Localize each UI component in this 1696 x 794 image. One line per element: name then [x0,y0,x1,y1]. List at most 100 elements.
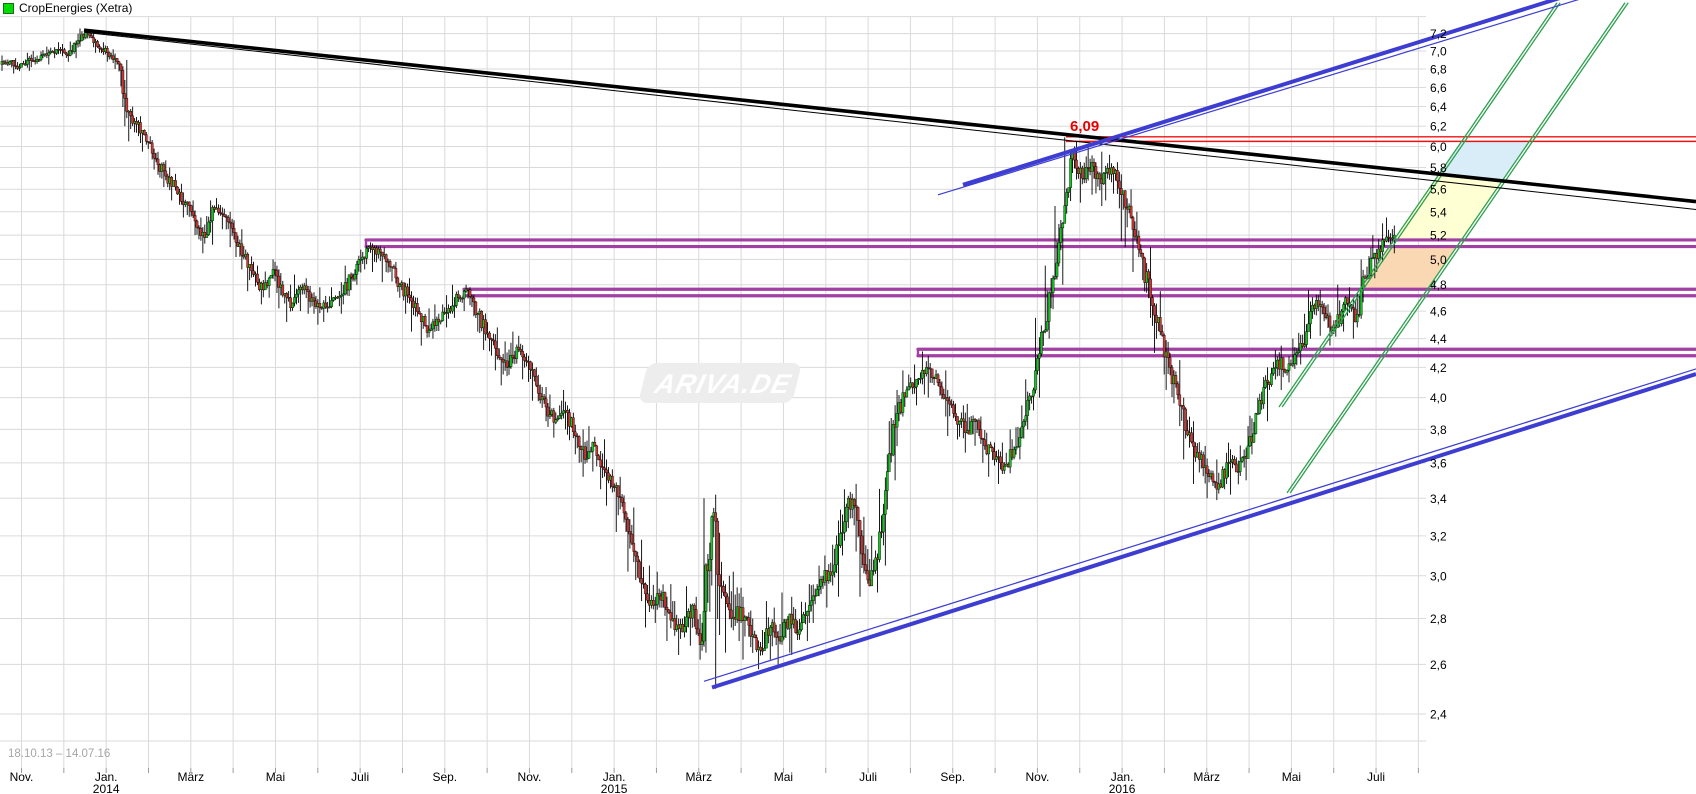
x-axis-label: Nov. [10,770,34,784]
candle-down [755,637,758,651]
candle-down [1139,249,1143,254]
axis-labels-layer: 7,2 7,0 6,8 6,6 6,4 6,2 6,0 5,8 5,6 5,4 5,2 5,0 4,8 4… [10,27,1447,794]
candle-down [759,646,762,651]
candle-up [295,293,298,298]
candle-up [271,269,275,276]
candle-up [802,614,805,623]
candle-down [312,297,316,302]
candle-down [1174,375,1178,385]
candle-down [1080,167,1084,179]
candle-up [558,415,561,419]
x-axis-label: Juli [1367,770,1385,784]
candle-down [601,466,604,469]
candle-down [854,505,858,508]
y-axis-label: 6,2 [1430,120,1447,134]
candle-up [870,570,873,587]
candle-down [730,609,733,619]
candle-up [769,627,772,636]
candle-up [556,418,560,420]
chart-header: CropEnergies (Xetra) [3,1,132,15]
candle-up [47,52,51,56]
candle-down [164,170,168,177]
candle-up [815,589,819,597]
candle-up [338,296,341,299]
candle-up [1059,227,1063,243]
candle-up [591,442,595,452]
candle-up [80,34,84,42]
candle-up [1065,192,1068,206]
candle-up [359,259,363,261]
candle-up [24,64,27,66]
candle-up [183,202,187,205]
candle-down [457,294,460,298]
candle-up [20,63,23,68]
candle-down [634,551,638,557]
y-axis-label: 5,2 [1430,229,1447,243]
candle-down [1094,166,1098,179]
candle-up [476,313,480,315]
trend-channel-line [1286,2,1626,494]
candle-down [942,394,946,399]
candle-down [125,98,129,112]
candle-down [228,221,232,224]
y-axis-label: 5,4 [1430,205,1447,219]
y-axis-label: 3,6 [1430,456,1447,470]
candle-down [657,593,661,597]
candle-down [595,445,599,456]
support-resistance-layer [364,136,1696,358]
candle-up [589,450,593,453]
candle-up [1254,413,1258,434]
candle-down [217,207,220,213]
candle-down [384,254,388,262]
candle-up [1063,205,1067,224]
x-axis-label: Mai [1282,770,1301,784]
candle-up [39,55,43,61]
candle-down [616,485,620,497]
candlestick-layer [0,28,1396,689]
candle-up [267,277,271,286]
candle-down [152,153,156,159]
candle-down [640,578,643,584]
candle-down [714,512,717,522]
candle-down [572,417,575,433]
candle-down [523,356,526,361]
candle-down [379,248,382,253]
candle-down [611,475,614,487]
candle-up [1256,413,1260,415]
candle-up [833,564,836,573]
candle-down [1147,271,1150,280]
candle-down [123,93,127,99]
candle-up [1038,353,1041,359]
candle-down [525,360,528,362]
candle-down [622,501,626,514]
candle-up [35,59,39,63]
y-axis-label: 3,8 [1430,423,1447,437]
candle-down [546,406,550,417]
candle-up [1303,344,1306,347]
candle-up [297,289,300,295]
x-axis-label: Nov. [1026,770,1050,784]
x-axis-label: Sep. [940,770,965,784]
candle-up [905,389,909,398]
candle-up [895,413,899,428]
candle-down [1176,383,1180,396]
candle-up [1270,373,1273,385]
candle-up [743,616,747,621]
candle-down [618,496,622,499]
candle-down [250,264,253,272]
candle-down [193,215,197,222]
watermark-text: ARIVA.DE [651,368,795,399]
x-axis-label: Mai [266,770,285,784]
ascending-breakout [962,0,1561,187]
candle-down [230,222,234,229]
candle-down [667,609,671,613]
candle-up [365,248,368,259]
candle-up [806,611,809,616]
candle-down [517,346,521,350]
candle-up [1377,248,1380,259]
x-axis-label: März [685,770,712,784]
candle-up [958,421,961,425]
candle-up [925,367,928,375]
candle-down [593,442,597,447]
candle-down [1182,405,1185,410]
